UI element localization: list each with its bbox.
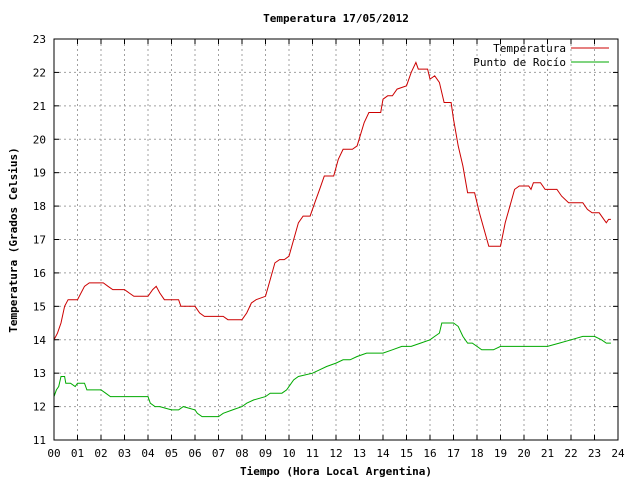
x-tick-label: 15 bbox=[400, 447, 413, 460]
y-tick-label: 20 bbox=[33, 133, 46, 146]
x-tick-label: 12 bbox=[329, 447, 342, 460]
legend-label-temperatura: Temperatura bbox=[493, 42, 566, 55]
x-tick-label: 23 bbox=[588, 447, 601, 460]
y-tick-label: 16 bbox=[33, 267, 46, 280]
y-tick-label: 23 bbox=[33, 33, 46, 46]
x-tick-label: 24 bbox=[611, 447, 625, 460]
y-tick-label: 11 bbox=[33, 434, 46, 447]
x-tick-label: 13 bbox=[353, 447, 366, 460]
plot-frame bbox=[53, 38, 619, 441]
legend: Temperatura Punto de Rocío bbox=[473, 42, 609, 69]
y-tick-label: 19 bbox=[33, 167, 46, 180]
y-tick-label: 12 bbox=[33, 401, 46, 414]
x-tick-label: 14 bbox=[376, 447, 390, 460]
x-tick-label: 04 bbox=[141, 447, 155, 460]
x-tick-label: 11 bbox=[306, 447, 319, 460]
x-tick-label: 06 bbox=[188, 447, 201, 460]
x-tick-label: 01 bbox=[71, 447, 84, 460]
series-line-temperatura bbox=[53, 61, 611, 341]
x-tick-label: 19 bbox=[494, 447, 507, 460]
y-tick-label: 21 bbox=[33, 100, 46, 113]
x-tick-label: 21 bbox=[541, 447, 554, 460]
y-tick-label: 18 bbox=[33, 200, 46, 213]
x-tick-label: 20 bbox=[517, 447, 530, 460]
x-tick-label: 18 bbox=[470, 447, 483, 460]
y-tick-label: 15 bbox=[33, 300, 46, 313]
y-tick-label: 13 bbox=[33, 367, 46, 380]
x-tick-label: 09 bbox=[259, 447, 272, 460]
x-tick-label: 03 bbox=[118, 447, 131, 460]
x-tick-label: 10 bbox=[282, 447, 295, 460]
series-lines bbox=[53, 61, 611, 418]
y-axis-label: Temperatura (Grados Celsius) bbox=[7, 147, 20, 332]
chart-title: Temperatura 17/05/2012 bbox=[263, 12, 409, 25]
y-tick-label: 17 bbox=[33, 234, 46, 247]
y-tick-label: 14 bbox=[33, 334, 47, 347]
x-tick-label: 16 bbox=[423, 447, 436, 460]
x-tick-label: 05 bbox=[165, 447, 178, 460]
x-tick-label: 02 bbox=[94, 447, 107, 460]
y-tick-label: 22 bbox=[33, 66, 46, 79]
grid bbox=[54, 39, 618, 440]
axis-ticks: 00 01 02 03 04 05 06 07 08 09 10 11 12 13 14 15 16 17 18 19… bbox=[33, 33, 625, 460]
x-axis-label: Tiempo (Hora Local Argentina) bbox=[240, 465, 432, 478]
x-tick-label: 00 bbox=[47, 447, 60, 460]
series-line-punto-de-rocio bbox=[53, 322, 611, 418]
legend-label-punto-de-rocio: Punto de Rocío bbox=[473, 56, 566, 69]
x-tick-label: 17 bbox=[447, 447, 460, 460]
x-tick-label: 08 bbox=[235, 447, 248, 460]
x-tick-label: 07 bbox=[212, 447, 225, 460]
x-tick-label: 22 bbox=[564, 447, 577, 460]
